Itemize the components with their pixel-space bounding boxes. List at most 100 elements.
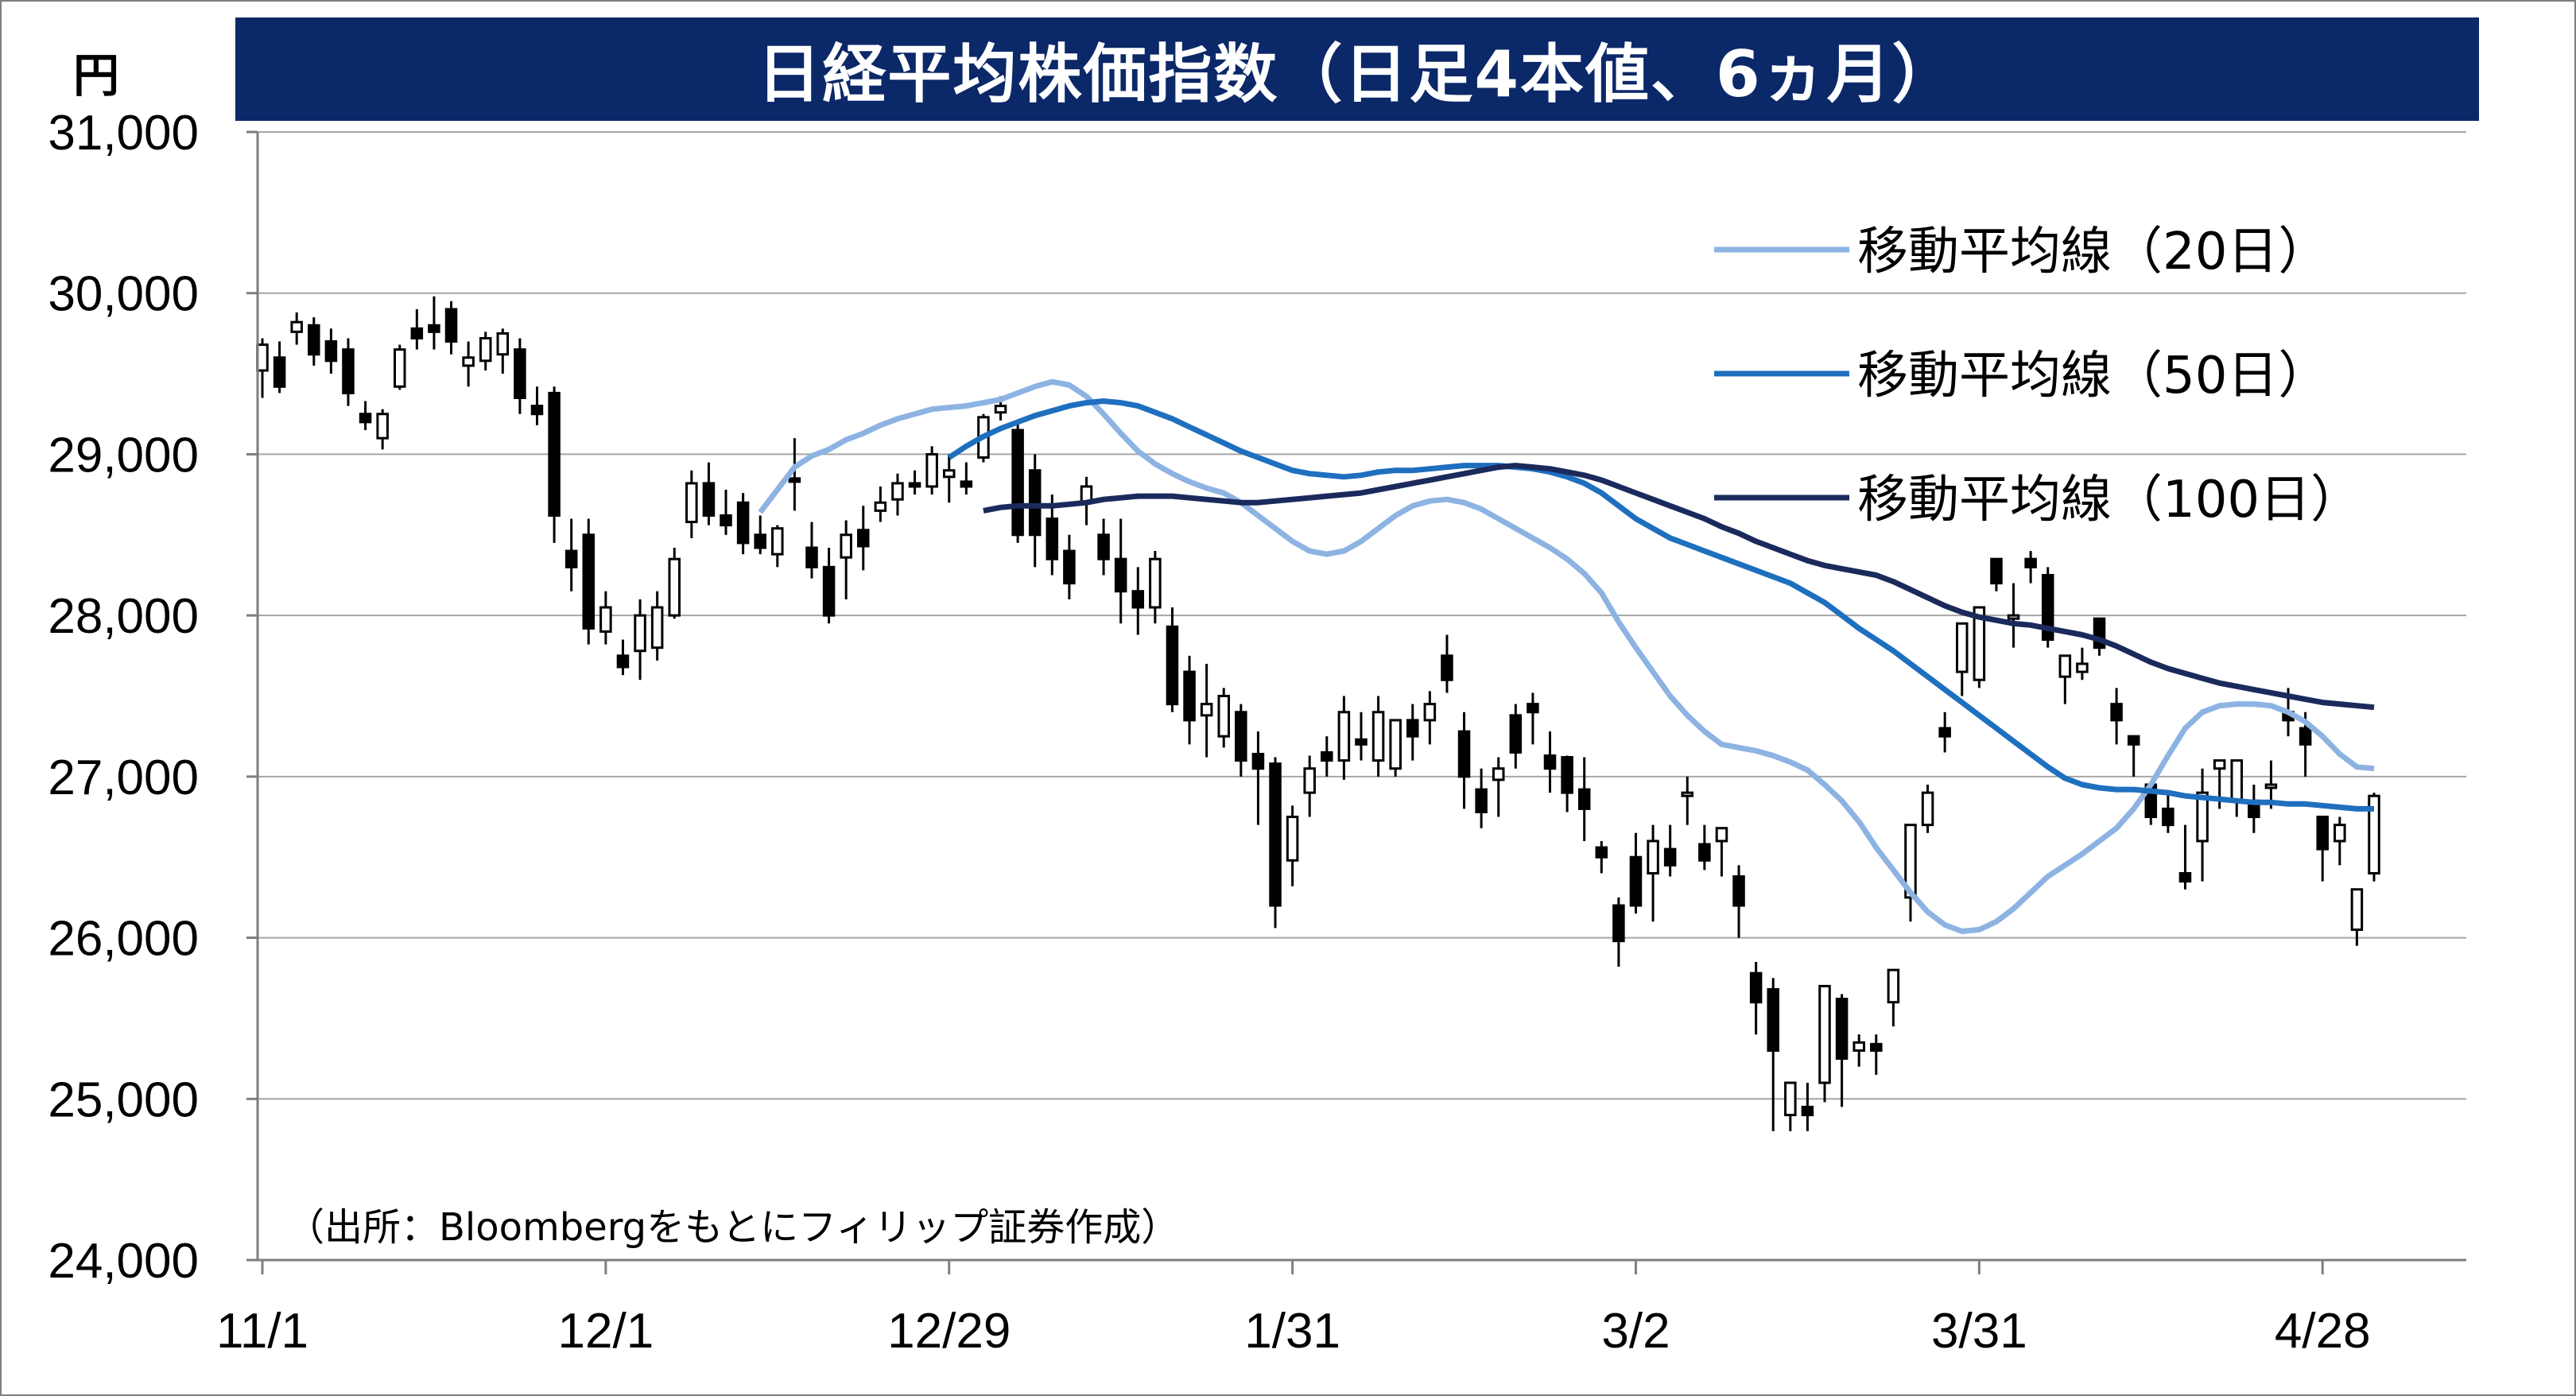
candle-body-down [1663, 847, 1677, 867]
x-tick-label: 3/2 [1601, 1304, 1670, 1359]
candle-body-down [1475, 788, 1488, 813]
candle-body-down [1355, 738, 1368, 746]
candlestick [1286, 805, 1299, 886]
candle-body-down [564, 549, 578, 568]
candlestick [1698, 824, 1711, 871]
candlestick [942, 454, 956, 503]
candlestick [1904, 824, 1917, 922]
candlestick [736, 493, 750, 555]
candle-body-down [1097, 533, 1110, 560]
candlestick [324, 328, 338, 374]
candlestick [908, 470, 921, 495]
candlestick [668, 548, 681, 619]
candle-body-down [548, 391, 561, 517]
x-tick-label: 11/1 [216, 1304, 308, 1359]
x-tick-label: 3/31 [1931, 1304, 2027, 1359]
candlestick [290, 312, 303, 345]
candle-body-down [2041, 573, 2054, 642]
candlestick [1955, 622, 1969, 696]
candle-body-up [599, 606, 612, 633]
candlestick [874, 486, 887, 522]
candlestick [805, 522, 818, 579]
candlestick [1527, 692, 1539, 745]
chart-title: 日経平均株価指数（日足4本値、6ヵ月） [235, 17, 2479, 121]
candlestick [410, 308, 424, 350]
candle-body-up [462, 356, 475, 367]
candlestick [1973, 606, 1986, 688]
candlestick [428, 296, 440, 350]
candle-body-down [1457, 730, 1471, 778]
candle-body-up [1955, 622, 1969, 673]
candlestick [2248, 784, 2260, 833]
candle-body-down [324, 340, 338, 363]
candlestick [1166, 607, 1179, 712]
candle-body-down [1166, 625, 1179, 706]
candlestick [2058, 654, 2072, 704]
candle-body-down [1561, 756, 1573, 794]
y-tick-label: 24,000 [48, 1234, 199, 1289]
candlestick [308, 317, 320, 366]
candle-body-down [1509, 714, 1523, 754]
candle-body-up [2058, 654, 2072, 678]
candlestick [1011, 421, 1024, 543]
candlestick [1732, 865, 1745, 938]
candlestick [2334, 816, 2346, 866]
candle-body-down [1183, 670, 1196, 722]
ma-line-0 [758, 378, 2375, 934]
candlestick [1681, 776, 1694, 825]
candlestick [2178, 824, 2192, 890]
candle-body-down [1011, 428, 1024, 537]
candlestick [2316, 816, 2329, 882]
candle-body-down [1577, 788, 1591, 810]
candle-body-up [1887, 968, 1900, 1004]
candlestick [462, 341, 475, 387]
candlestick [342, 338, 355, 406]
candle-body-up [1217, 695, 1230, 738]
candlestick [1715, 827, 1728, 877]
candle-body-up [685, 482, 698, 524]
candlestick [1355, 712, 1368, 761]
candlestick [1149, 551, 1162, 624]
candle-body-up [1492, 767, 1505, 781]
candle-body-up [634, 614, 646, 653]
candle-body-down [308, 324, 320, 356]
x-tick-label: 12/29 [887, 1304, 1011, 1359]
candle-body-down [1114, 557, 1127, 593]
candlestick [1767, 978, 1779, 1131]
candle-body-up [393, 348, 406, 388]
x-axis-ticks: 11/1 12/1 12/29 1/31 3/2 3/31 4/28 [216, 1260, 2371, 1359]
candle-body-up [290, 320, 303, 333]
y-axis-ticks: 24,000 25,000 26,000 27,000 28,000 29,000 30,0… [48, 106, 258, 1289]
ma-line-2 [983, 463, 2375, 711]
candlestick [1371, 696, 1385, 777]
y-tick-label: 27,000 [48, 750, 199, 805]
candle-body-down [857, 529, 870, 548]
candle-body-down [1269, 762, 1282, 907]
candlestick [530, 386, 544, 425]
candle-body-up [1286, 816, 1299, 862]
candle-body-up [2230, 759, 2244, 802]
candle-body-up [496, 332, 510, 356]
legend: 移動平均線（20日） 移動平均線（50日） 移動平均線（100日） [1714, 223, 2361, 529]
candle-body-up [1389, 719, 1402, 770]
candle-body-down [1870, 1042, 1883, 1052]
candle-body-down [1321, 750, 1333, 762]
candle-body-down [514, 348, 526, 399]
candlestick [1612, 897, 1625, 968]
candlestick [1131, 567, 1145, 635]
candlestick [788, 438, 801, 511]
ma-line-1 [947, 398, 2374, 812]
candle-body-up [2213, 759, 2226, 770]
candlestick [1835, 994, 1849, 1107]
candlestick [2007, 583, 2020, 648]
candle-body-up [1337, 711, 1351, 762]
candlestick [1028, 454, 1042, 568]
candle-body-down [754, 533, 766, 549]
candlestick [925, 446, 938, 495]
candle-body-up [2264, 783, 2278, 789]
candlestick [393, 344, 406, 390]
candle-body-up [2368, 794, 2380, 874]
y-tick-label: 29,000 [48, 428, 199, 483]
candlestick [564, 518, 578, 591]
